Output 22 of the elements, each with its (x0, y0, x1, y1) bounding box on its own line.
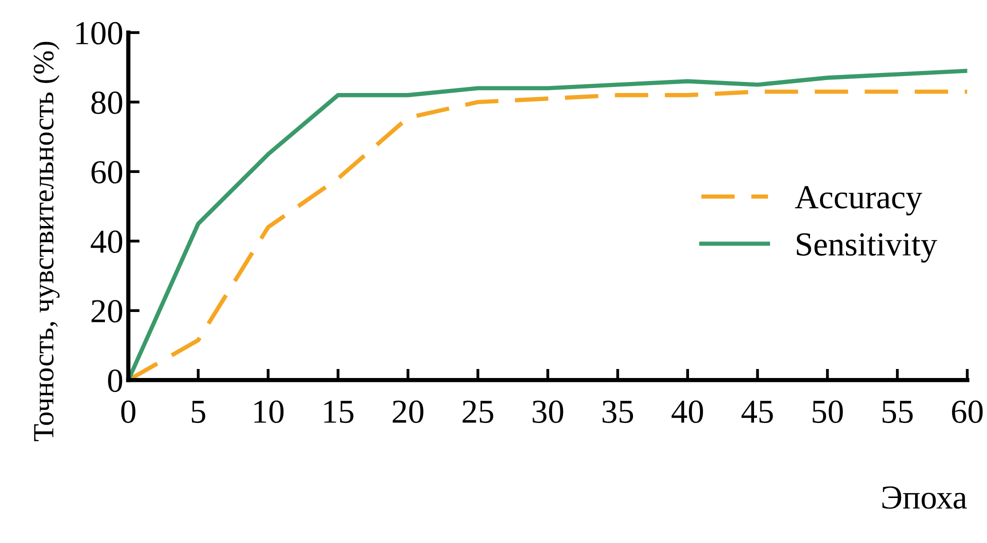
x-tick-label: 20 (392, 400, 424, 424)
x-tick-label: 50 (812, 400, 843, 424)
y-tick-label: 80 (91, 91, 122, 114)
x-axis-title: Эпоха (882, 486, 967, 509)
y-tick-label: 40 (90, 230, 122, 253)
x-tick-label: 60 (952, 400, 983, 424)
x-tick-label: 30 (532, 400, 564, 424)
y-tick-label: 0 (108, 370, 122, 392)
x-tick-label: 5 (192, 400, 206, 424)
legend-label: Sensitivity (796, 233, 938, 263)
legend-label: Accuracy (794, 186, 922, 216)
x-tick-label: 35 (602, 400, 634, 424)
x-tick-label: 15 (324, 400, 354, 424)
y-tick-label: 100 (76, 22, 122, 44)
y-axis-title: Точность, чувствительность (%) (33, 42, 60, 442)
y-tick-label: 20 (92, 300, 122, 322)
y-tick-label: 60 (92, 160, 122, 184)
x-tick-label: 25 (462, 400, 494, 424)
x-tick-label: 40 (672, 400, 704, 424)
x-tick-label: 45 (742, 400, 773, 424)
x-tick-label: 10 (254, 400, 284, 424)
x-tick-label: 55 (882, 400, 913, 424)
